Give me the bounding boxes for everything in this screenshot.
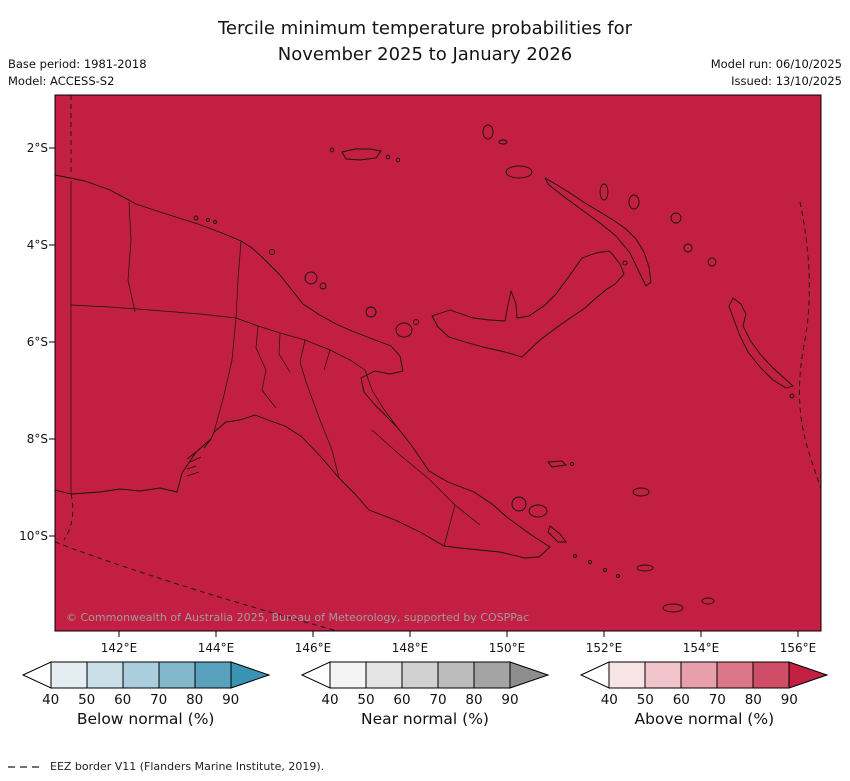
eez-borders xyxy=(55,95,821,631)
lon-label-148e: 148°E xyxy=(391,641,429,655)
coastline-new-guinea xyxy=(55,174,551,559)
lon-label-156e: 156°E xyxy=(779,641,817,655)
lat-label-2s: 2°S xyxy=(26,141,48,155)
lat-label-10s: 10°S xyxy=(19,529,48,543)
legend-below-left-tip xyxy=(21,661,52,689)
lon-label-152e: 152°E xyxy=(585,641,623,655)
legend-row: 40 50 60 70 80 90 Below normal (%) 40 50… xyxy=(0,660,850,728)
meta-left: Base period: 1981-2018 Model: ACCESS-S2 xyxy=(8,56,147,91)
legend-near-caption: Near normal (%) xyxy=(360,710,489,728)
province-borders xyxy=(70,201,481,547)
legend-below-ticks: 40 50 60 70 80 90 xyxy=(42,692,240,708)
lat-label-8s: 8°S xyxy=(26,432,48,446)
legend-bar-below xyxy=(21,661,271,689)
model-label: Model: ACCESS-S2 xyxy=(8,74,115,89)
legend-near-normal: 40 50 60 70 80 90 Near normal (%) xyxy=(294,660,556,728)
eez-footnote-text: EEZ border V11 (Flanders Marine Institut… xyxy=(50,760,325,773)
base-period-label: Base period: 1981-2018 xyxy=(8,57,147,71)
legend-above-ticks: 40 50 60 70 80 90 xyxy=(600,692,798,708)
legend-bar-above xyxy=(580,661,829,689)
legend-above-right-tip xyxy=(788,661,829,689)
lat-label-6s: 6°S xyxy=(26,335,48,349)
lon-label-146e: 146°E xyxy=(294,641,332,655)
map-features xyxy=(55,95,821,631)
lat-label-4s: 4°S xyxy=(26,238,48,252)
coastline-new-ireland xyxy=(544,177,652,287)
legend-below-right-tip xyxy=(230,661,271,689)
lon-label-144e: 144°E xyxy=(197,641,235,655)
eez-footnote: EEZ border V11 (Flanders Marine Institut… xyxy=(8,760,324,773)
lon-label-142e: 142°E xyxy=(100,641,138,655)
legend-below-caption: Below normal (%) xyxy=(76,710,215,728)
legend-near-right-tip xyxy=(509,661,550,689)
map-region: 2°S 4°S 6°S 8°S 10°S 142°E 144°E 146°E 1… xyxy=(0,90,850,665)
chart-title-line1: Tercile minimum temperature probabilitie… xyxy=(217,18,633,39)
chart-title: Tercile minimum temperature probabilitie… xyxy=(0,16,850,68)
coastline-new-britain xyxy=(431,250,625,358)
islands xyxy=(193,124,795,613)
chart-title-line2: November 2025 to January 2026 xyxy=(277,44,573,66)
axis-ticks xyxy=(49,147,799,637)
eez-dash-symbol xyxy=(8,765,44,768)
model-run-label: Model run: 06/10/2025 xyxy=(710,57,842,71)
legend-above-caption: Above normal (%) xyxy=(634,710,775,728)
legend-near-ticks: 40 50 60 70 80 90 xyxy=(321,692,519,708)
legend-above-left-tip xyxy=(580,661,610,689)
legend-above-normal: 40 50 60 70 80 90 Above normal (%) xyxy=(573,660,835,728)
map-canvas xyxy=(49,94,822,637)
map-background xyxy=(54,94,822,632)
lon-label-150e: 150°E xyxy=(488,641,526,655)
issued-label: Issued: 13/10/2025 xyxy=(731,74,842,89)
coastline-delta-detail xyxy=(186,438,212,477)
legend-below-normal: 40 50 60 70 80 90 Below normal (%) xyxy=(15,660,277,728)
legend-near-left-tip xyxy=(300,661,331,689)
legend-bar-near xyxy=(300,661,550,689)
meta-right: Model run: 06/10/2025 Issued: 13/10/2025 xyxy=(711,56,842,91)
copyright-notice: © Commonwealth of Australia 2025, Bureau… xyxy=(66,611,530,624)
lon-label-154e: 154°E xyxy=(682,641,720,655)
